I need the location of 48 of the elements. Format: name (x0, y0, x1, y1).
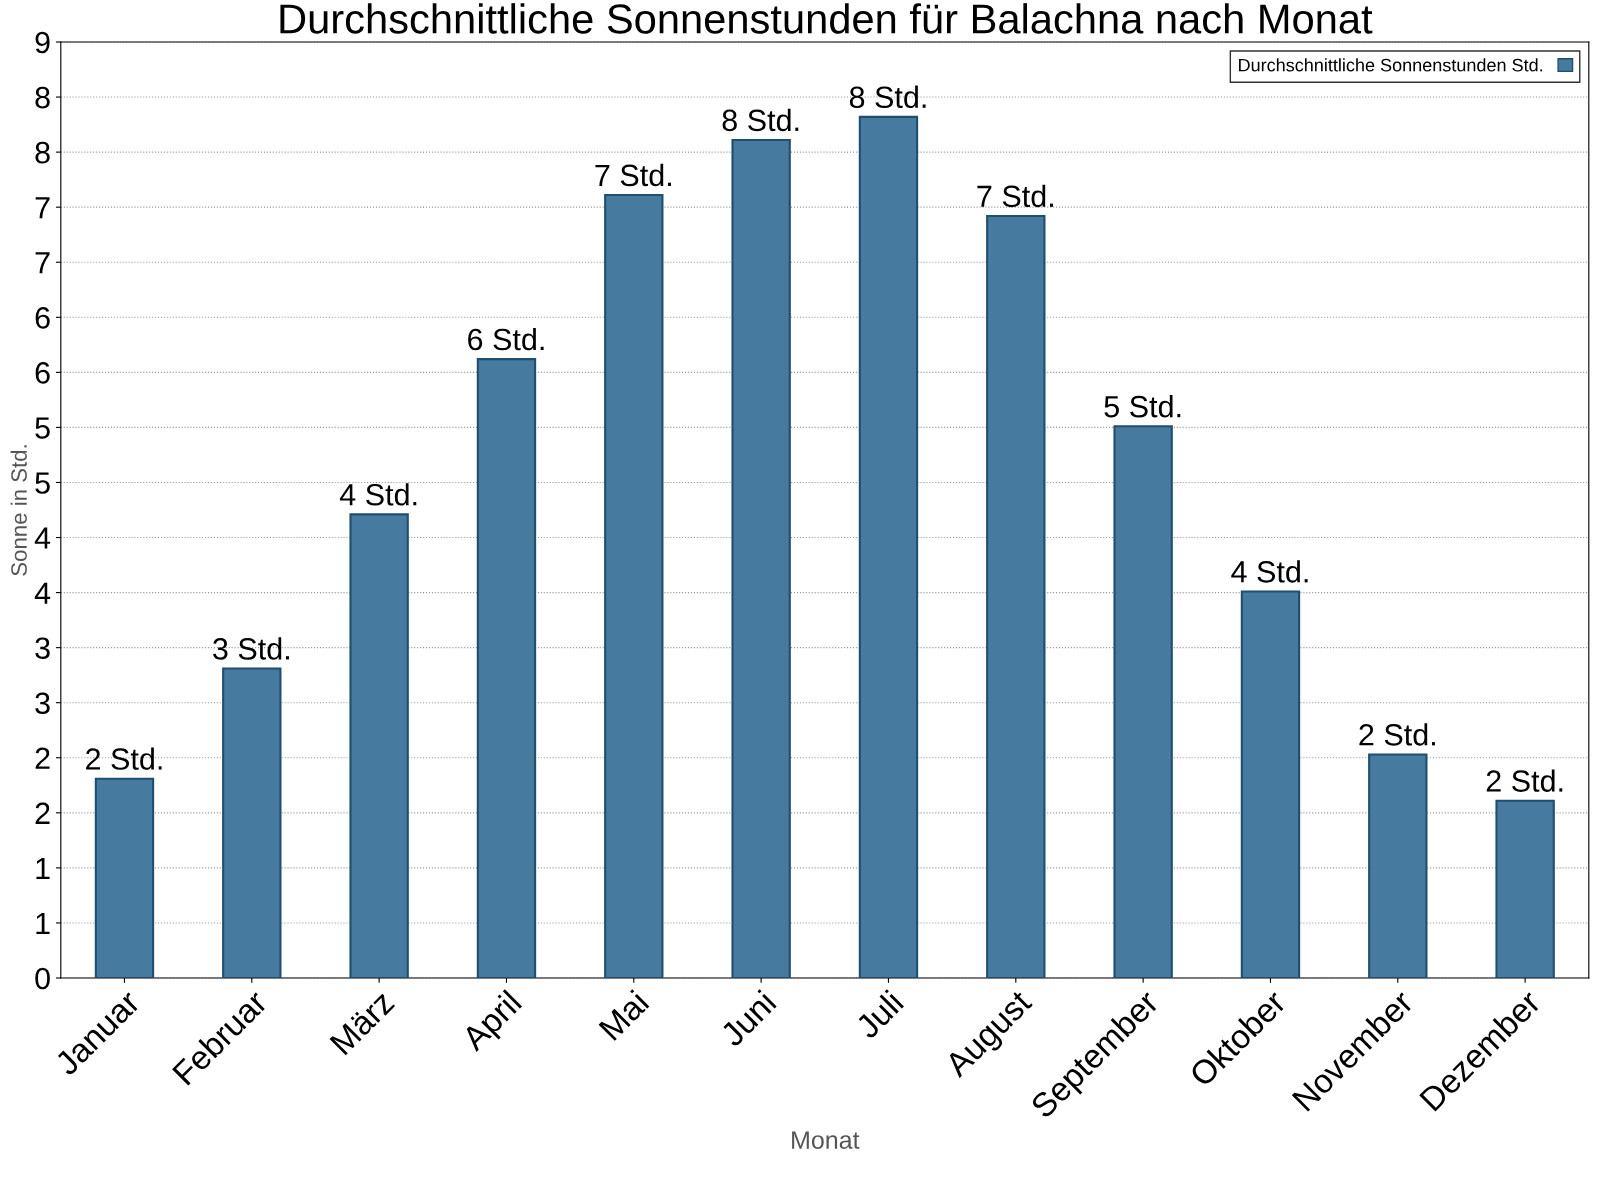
y-tick-label: 7 (35, 252, 50, 274)
y-tick-label: 1 (36, 912, 50, 935)
data-label: 8 Std. (849, 85, 926, 109)
bar (476, 358, 537, 978)
y-tick-label: 0 (35, 967, 50, 990)
data-label: 4 Std. (1231, 560, 1308, 583)
y-tick-label: 3 (35, 637, 50, 660)
data-label: 2 Std. (1359, 723, 1435, 746)
bar (1368, 753, 1428, 978)
y-tick-label: 4 (34, 582, 51, 604)
bar (604, 194, 664, 978)
y-tick-label: 5 (35, 417, 50, 439)
legend-label: Durchschnittliche Sonnenstunden Std. (1239, 58, 1543, 72)
bar (222, 667, 282, 978)
y-tick-label: 8 (35, 141, 50, 164)
y-tick-label: 1 (36, 857, 50, 879)
y-tick-label: 7 (35, 197, 50, 219)
bar (731, 138, 791, 978)
bar (1240, 590, 1301, 978)
x-tick-label: Mai (597, 989, 650, 1042)
y-tick-label: 9 (35, 31, 50, 54)
y-tick-label: 2 (35, 802, 50, 824)
y-axis-title: Sonne in Std. (10, 445, 27, 576)
y-tick-label: 8 (35, 86, 50, 109)
data-label: 6 Std. (468, 327, 544, 351)
bar (986, 214, 1046, 978)
x-axis-title: Monat (792, 1131, 860, 1149)
data-label: 8 Std. (722, 108, 799, 132)
y-tick-label: 4 (34, 527, 51, 549)
data-label: 2 Std. (1486, 769, 1563, 792)
y-tick-label: 2 (35, 747, 50, 769)
bar (858, 115, 919, 978)
data-label: 5 Std. (1104, 395, 1181, 418)
chart-title: Durchschnittliche Sonnenstunden für Balachna nach Monat (280, 3, 1373, 34)
y-tick-label: 5 (35, 472, 50, 494)
data-label: 2 Std. (86, 747, 162, 770)
data-label: 4 Std. (339, 483, 417, 506)
bar (1113, 425, 1173, 978)
y-tick-label: 6 (35, 307, 50, 329)
data-label: 7 Std. (977, 184, 1053, 208)
bar (349, 513, 409, 978)
bar (1495, 799, 1555, 978)
x-tick-label: Juli (853, 989, 905, 1041)
bar (94, 777, 155, 978)
data-label: 3 Std. (213, 637, 289, 660)
y-tick-label: 6 (35, 362, 50, 384)
data-label: 7 Std. (595, 163, 671, 187)
y-tick-label: 3 (35, 692, 50, 715)
